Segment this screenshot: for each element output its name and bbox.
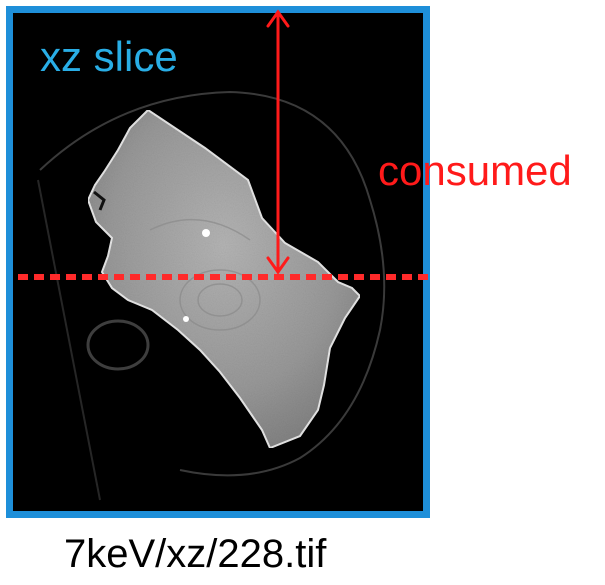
inclusion-ring [86, 319, 150, 371]
panel-title: xz slice [40, 33, 178, 80]
consumed-arrow [266, 9, 290, 275]
bright-speck [183, 316, 189, 322]
dark-crack [93, 190, 106, 211]
file-caption: 7keV/xz/228.tif [64, 532, 327, 576]
consumed-label: consumed [378, 147, 572, 194]
capillary-ring [37, 90, 386, 501]
sample-texture [149, 218, 261, 331]
sample-cross-section [86, 108, 362, 450]
bright-speck [202, 229, 210, 237]
